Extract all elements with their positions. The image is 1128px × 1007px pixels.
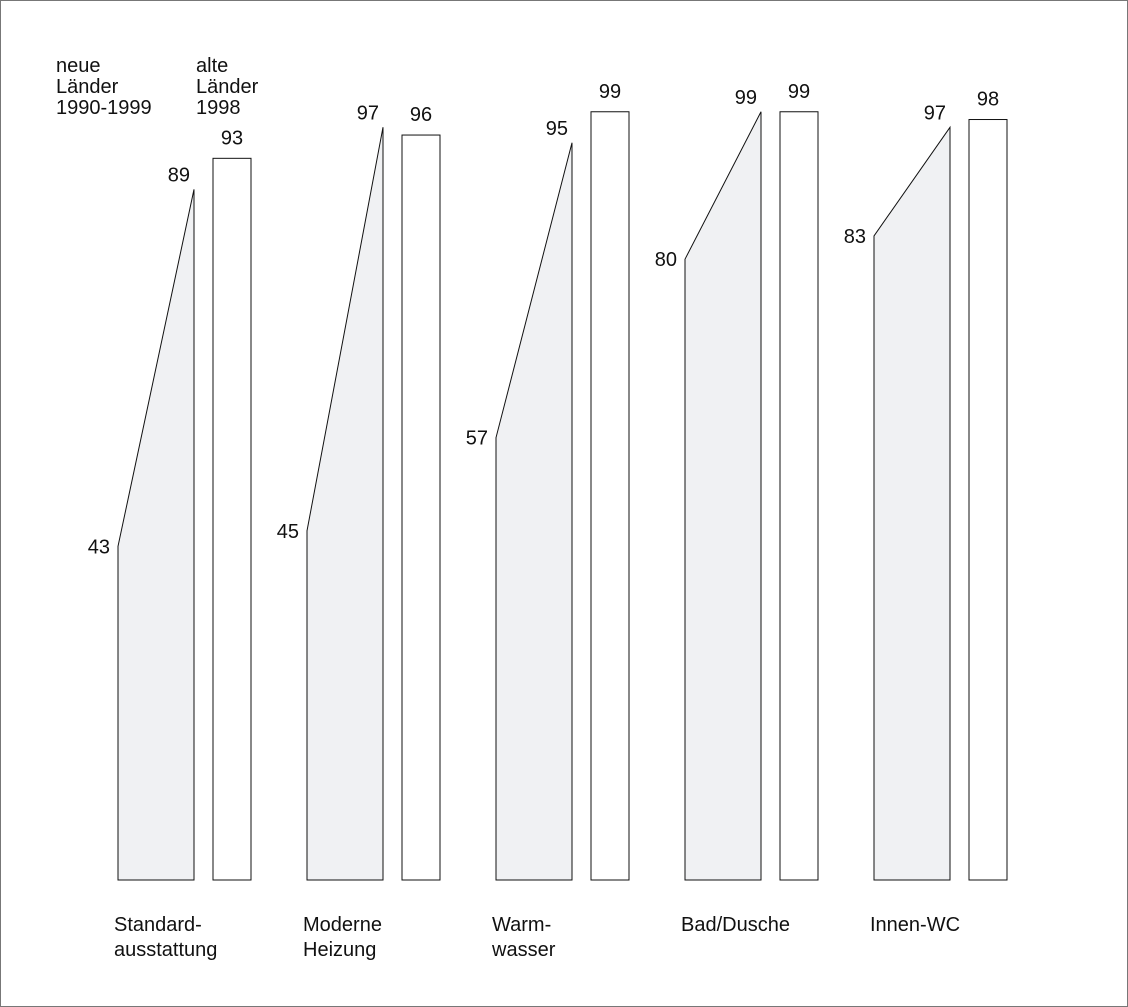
legend-label: Länder bbox=[56, 76, 119, 98]
legend-label: 1998 bbox=[196, 97, 241, 119]
legend-label: neue bbox=[56, 55, 101, 77]
range-end-label: 97 bbox=[924, 102, 946, 124]
legend-label: alte bbox=[196, 55, 228, 77]
range-shape bbox=[117, 189, 195, 881]
bar bbox=[401, 134, 441, 881]
range-shape bbox=[684, 111, 762, 881]
category-label: Warm- bbox=[492, 914, 551, 936]
range-start-label: 57 bbox=[466, 428, 488, 450]
legend-label: 1990-1999 bbox=[56, 97, 152, 119]
range-shape bbox=[873, 125, 951, 881]
range-end-label: 99 bbox=[735, 87, 757, 109]
category-label: wasser bbox=[491, 939, 556, 961]
bar bbox=[779, 111, 819, 881]
range-end-label: 97 bbox=[357, 102, 379, 124]
legend-label: Länder bbox=[196, 76, 259, 98]
range-start-label: 45 bbox=[277, 521, 299, 543]
category-label: Innen-WC bbox=[870, 914, 960, 936]
category-labels: Standard-ausstattung Moderne Heizung Warm-w… bbox=[114, 914, 960, 961]
bar-value-label: 98 bbox=[977, 89, 999, 111]
bar bbox=[968, 119, 1008, 881]
range-end-label: 95 bbox=[546, 118, 568, 140]
bar-value-label: 99 bbox=[788, 81, 810, 103]
range-shape bbox=[495, 142, 573, 881]
bar bbox=[590, 111, 630, 881]
category-label: Bad/Dusche bbox=[681, 914, 790, 936]
category-label: Heizung bbox=[303, 939, 376, 961]
chart-marks: 43 89 93 45 97 96 57 95 99 80 99 99 83 97 98 bbox=[88, 81, 1008, 881]
category-label: ausstattung bbox=[114, 939, 217, 961]
range-end-label: 89 bbox=[168, 164, 190, 186]
range-start-label: 80 bbox=[655, 249, 677, 271]
range-start-label: 43 bbox=[88, 536, 110, 558]
category-label: Standard- bbox=[114, 914, 202, 936]
bar bbox=[212, 157, 252, 881]
category-label: Moderne bbox=[303, 914, 382, 936]
bar-value-label: 93 bbox=[221, 127, 243, 149]
range-shape bbox=[306, 127, 384, 881]
bar-value-label: 99 bbox=[599, 81, 621, 103]
range-start-label: 83 bbox=[844, 226, 866, 248]
bar-value-label: 96 bbox=[410, 104, 432, 126]
